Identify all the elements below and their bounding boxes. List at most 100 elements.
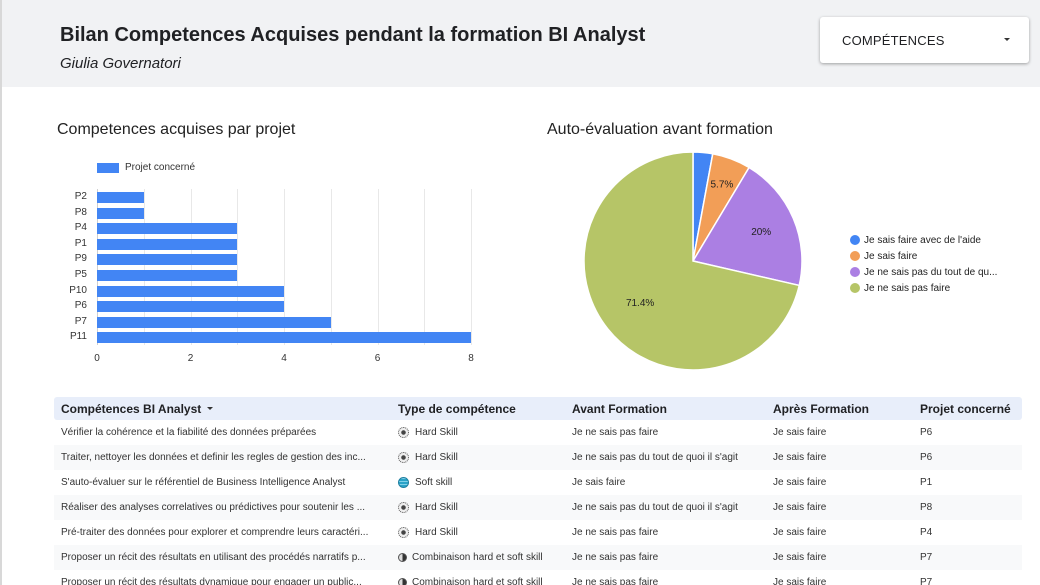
cell-apres: Je sais faire <box>773 527 827 538</box>
legend-dot-icon <box>850 267 860 277</box>
pie-slice-label: 5.7% <box>710 180 733 191</box>
cell-competence: Proposer un récit des résultats dynamiqu… <box>61 577 362 585</box>
cell-apres: Je sais faire <box>773 477 827 488</box>
cell-apres: Je sais faire <box>773 427 827 438</box>
caret-down-icon <box>1004 38 1010 41</box>
hard-skill-icon <box>398 527 409 538</box>
combo-skill-icon <box>398 553 407 562</box>
cell-avant: Je sais faire <box>572 477 626 488</box>
gridline <box>284 189 285 345</box>
gridline <box>471 189 472 345</box>
pie-slice-pas-faire[interactable] <box>584 152 801 370</box>
bar-category-label: P6 <box>74 300 87 312</box>
report-author: Giulia Governatori <box>60 55 181 72</box>
hard-skill-icon <box>398 502 409 513</box>
cell-type: Soft skill <box>398 477 572 488</box>
combo-skill-icon <box>398 578 407 585</box>
table-row[interactable]: Traiter, nettoyer les données et definir… <box>54 445 1022 470</box>
cell-avant: Je ne sais pas faire <box>572 427 659 438</box>
gridline <box>97 189 98 345</box>
x-axis-tick: 8 <box>468 353 474 364</box>
cell-type: Hard Skill <box>398 502 572 513</box>
cell-projet: P7 <box>920 577 933 585</box>
cell-projet: P6 <box>920 427 933 438</box>
cell-competence: Traiter, nettoyer les données et definir… <box>61 452 366 463</box>
table-row[interactable]: Vérifier la cohérence et la fiabilité de… <box>54 420 1022 445</box>
cell-type: Combinaison hard et soft skill <box>398 577 572 585</box>
bar[interactable] <box>97 285 284 297</box>
cell-apres: Je sais faire <box>773 452 827 463</box>
bar-category-label: P9 <box>74 253 87 265</box>
pie-slice-pas-du-tout[interactable] <box>691 166 802 287</box>
pie-slice-label: 71.4% <box>626 298 654 309</box>
bar-category-label: P4 <box>74 222 87 234</box>
table-body: Vérifier la cohérence et la fiabilité de… <box>54 420 1022 585</box>
gridline <box>190 189 192 345</box>
cell-type: Hard Skill <box>398 527 572 538</box>
gridline <box>143 189 145 345</box>
cell-competence: Réaliser des analyses correlatives ou pr… <box>61 502 366 513</box>
cell-avant: Je ne sais pas faire <box>572 552 659 563</box>
bar[interactable] <box>97 207 144 219</box>
gridline <box>377 189 379 345</box>
cell-apres: Je sais faire <box>773 502 827 513</box>
table-row[interactable]: Pré-traiter des données pour explorer et… <box>54 520 1022 545</box>
sort-desc-icon <box>207 407 214 410</box>
x-axis-tick: 4 <box>281 353 287 364</box>
bar[interactable] <box>97 254 238 266</box>
bar-chart-title: Competences acquises par projet <box>57 121 296 138</box>
x-axis-tick: 6 <box>374 353 381 364</box>
bar[interactable] <box>97 332 471 344</box>
bar-category-label: P5 <box>74 269 87 280</box>
pie-legend-item[interactable]: Je ne sais pas faire <box>850 280 997 296</box>
column-header-competences[interactable]: Compétences BI Analyst <box>54 402 398 416</box>
report-header: Bilan Competences Acquises pendant la fo… <box>2 0 1040 87</box>
report-title: Bilan Competences Acquises pendant la fo… <box>60 24 646 46</box>
bar-category-label: P2 <box>74 191 87 202</box>
x-axis-tick: 0 <box>94 353 100 364</box>
bar[interactable] <box>97 223 238 235</box>
cell-type: Combinaison hard et soft skill <box>398 552 572 563</box>
bar-category-label: P8 <box>74 206 87 218</box>
table-row[interactable]: S'auto-évaluer sur le référentiel de Bus… <box>54 470 1022 495</box>
bar[interactable] <box>97 316 331 328</box>
gridline <box>424 189 426 345</box>
table-row[interactable]: Réaliser des analyses correlatives ou pr… <box>54 495 1022 520</box>
column-header-projet[interactable]: Projet concerné <box>920 401 1011 416</box>
column-header-apres[interactable]: Après Formation <box>773 401 870 416</box>
pie-legend-label: Je ne sais pas du tout de qu... <box>864 266 998 278</box>
bar[interactable] <box>97 301 284 313</box>
column-header-avant[interactable]: Avant Formation <box>572 401 667 416</box>
gridline <box>237 189 239 345</box>
cell-type: Hard Skill <box>398 452 572 463</box>
bar-chart-legend[interactable]: Projet concerné <box>97 162 195 173</box>
cell-projet: P7 <box>920 552 933 563</box>
pie-chart[interactable]: 5.7% 20% 71.4% <box>584 152 802 370</box>
column-header-type[interactable]: Type de compétence <box>398 401 516 416</box>
cell-projet: P1 <box>920 477 933 488</box>
pie-legend-label: Je sais faire <box>864 250 918 262</box>
table-row[interactable]: Proposer un récit des résultats en utili… <box>54 545 1022 570</box>
pie-legend-item[interactable]: Je ne sais pas du tout de qu... <box>850 264 997 280</box>
bar[interactable] <box>97 270 238 281</box>
pie-legend-label: Je sais faire avec de l'aide <box>864 234 981 246</box>
table-header: Compétences BI Analyst Type de compétenc… <box>54 397 1022 420</box>
pie-legend-item[interactable]: Je sais faire <box>850 248 997 264</box>
bar-chart-plot <box>97 189 472 345</box>
soft-skill-icon <box>398 477 409 488</box>
cell-competence: Vérifier la cohérence et la fiabilité de… <box>61 427 317 438</box>
cell-avant: Je ne sais pas du tout de quoi il s'agit <box>572 502 738 513</box>
cell-apres: Je sais faire <box>773 552 827 563</box>
cell-type: Hard Skill <box>398 427 572 438</box>
bar[interactable] <box>97 238 238 250</box>
bar[interactable] <box>97 192 144 203</box>
table-row[interactable]: Proposer un récit des résultats dynamiqu… <box>54 570 1022 585</box>
legend-swatch <box>97 162 119 173</box>
cell-projet: P4 <box>920 527 933 538</box>
pie-slice-label: 20% <box>751 227 771 238</box>
bar-category-label: P10 <box>69 284 87 296</box>
pie-legend-item[interactable]: Je sais faire avec de l'aide <box>850 232 997 248</box>
competences-table: Compétences BI Analyst Type de compétenc… <box>54 397 1022 585</box>
competences-dropdown[interactable]: COMPÉTENCES <box>820 17 1029 63</box>
